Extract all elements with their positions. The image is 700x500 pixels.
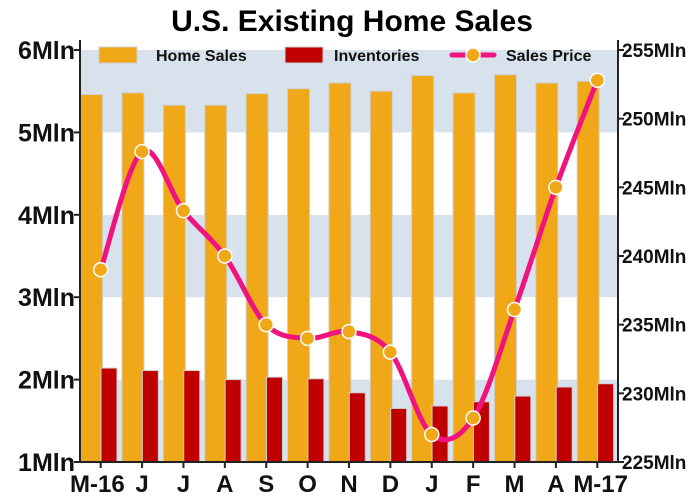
bar-home-sales-3 xyxy=(204,104,228,463)
x-tick-label: J xyxy=(135,471,148,498)
bar-inventories-10 xyxy=(514,395,532,463)
x-tick-label: J xyxy=(425,471,438,498)
bar-home-sales-10 xyxy=(493,74,517,463)
x-tick-label: N xyxy=(340,471,357,498)
left-tick-label: 1Mln xyxy=(18,449,75,477)
legend-swatch-inventories xyxy=(284,46,324,64)
legend-marker-sales-price xyxy=(465,47,481,63)
legend-label-home-sales: Home Sales xyxy=(156,48,247,65)
bar-inventories-3 xyxy=(224,379,242,463)
right-tick-label: 240Mln xyxy=(622,247,686,268)
x-tick-label: S xyxy=(258,471,274,498)
sales-price-point-1 xyxy=(134,143,150,160)
legend-label-sales-price: Sales Price xyxy=(506,48,592,65)
axes-layer: 1Mln 2Mln 3Mln 4Mln 5Mln 6Mln 225Mln 230Mln 235M… xyxy=(18,37,686,498)
bar-inventories-7 xyxy=(390,407,408,463)
x-tick-label: O xyxy=(298,471,317,498)
sales-price-point-3 xyxy=(217,248,233,264)
left-tick-label: 5Mln xyxy=(18,119,75,147)
right-tick-label: 230Mln xyxy=(622,384,686,405)
x-tick-label: F xyxy=(466,471,481,498)
bar-home-sales-4 xyxy=(245,93,269,463)
x-tick-label: A xyxy=(216,471,233,498)
sales-price-point-9 xyxy=(465,410,481,426)
bar-home-sales-7 xyxy=(369,90,393,463)
bar-inventories-1 xyxy=(141,370,159,463)
x-tick-label: M-17 xyxy=(573,471,628,498)
left-tick-label: 2Mln xyxy=(18,367,75,395)
bar-home-sales-9 xyxy=(452,92,476,463)
bar-home-sales-6 xyxy=(328,82,352,463)
bar-inventories-6 xyxy=(348,392,366,463)
sales-price-point-8 xyxy=(424,426,440,443)
bar-inventories-0 xyxy=(100,367,118,463)
left-tick-label: 3Mln xyxy=(18,284,75,312)
legend: Home Sales Inventories Sales Price xyxy=(98,46,592,65)
sales-price-point-10 xyxy=(506,301,523,318)
chart-title: U.S. Existing Home Sales xyxy=(171,5,533,38)
bar-home-sales-11 xyxy=(535,82,559,463)
bar-inventories-4 xyxy=(266,376,284,463)
x-tick-label: M xyxy=(505,471,525,498)
x-tick-label: D xyxy=(382,471,399,498)
x-tick-label: A xyxy=(547,471,564,498)
x-tick-label: J xyxy=(177,471,190,498)
bar-inventories-5 xyxy=(307,378,325,463)
bar-home-sales-2 xyxy=(162,104,186,463)
legend-label-inventories: Inventories xyxy=(334,48,419,65)
bars-layer xyxy=(80,74,615,463)
bar-inventories-12 xyxy=(597,383,615,463)
x-tick-label: M-16 xyxy=(70,471,125,498)
right-tick-label: 250Mln xyxy=(622,110,686,131)
left-tick-label: 6Mln xyxy=(18,37,75,65)
left-tick-label: 4Mln xyxy=(18,202,75,230)
bar-inventories-11 xyxy=(555,386,573,463)
sales-price-point-0 xyxy=(92,261,109,278)
bar-home-sales-0 xyxy=(80,93,104,463)
sales-price-point-11 xyxy=(548,179,564,196)
bar-home-sales-12 xyxy=(576,80,600,463)
bar-inventories-2 xyxy=(183,370,201,463)
legend-swatch-home-sales xyxy=(98,46,138,64)
right-tick-label: 235Mln xyxy=(622,316,686,337)
sales-price-point-5 xyxy=(299,330,316,347)
bar-home-sales-5 xyxy=(287,88,311,463)
right-tick-label: 225Mln xyxy=(622,453,686,474)
sales-price-point-4 xyxy=(258,316,274,333)
right-tick-label: 255Mln xyxy=(622,41,686,62)
right-tick-label: 245Mln xyxy=(622,178,686,199)
sales-price-point-6 xyxy=(341,323,357,340)
sales-price-point-12 xyxy=(589,72,606,88)
sales-price-point-7 xyxy=(382,344,399,360)
sales-price-point-2 xyxy=(175,202,192,219)
sales-price-line-layer xyxy=(92,72,606,443)
